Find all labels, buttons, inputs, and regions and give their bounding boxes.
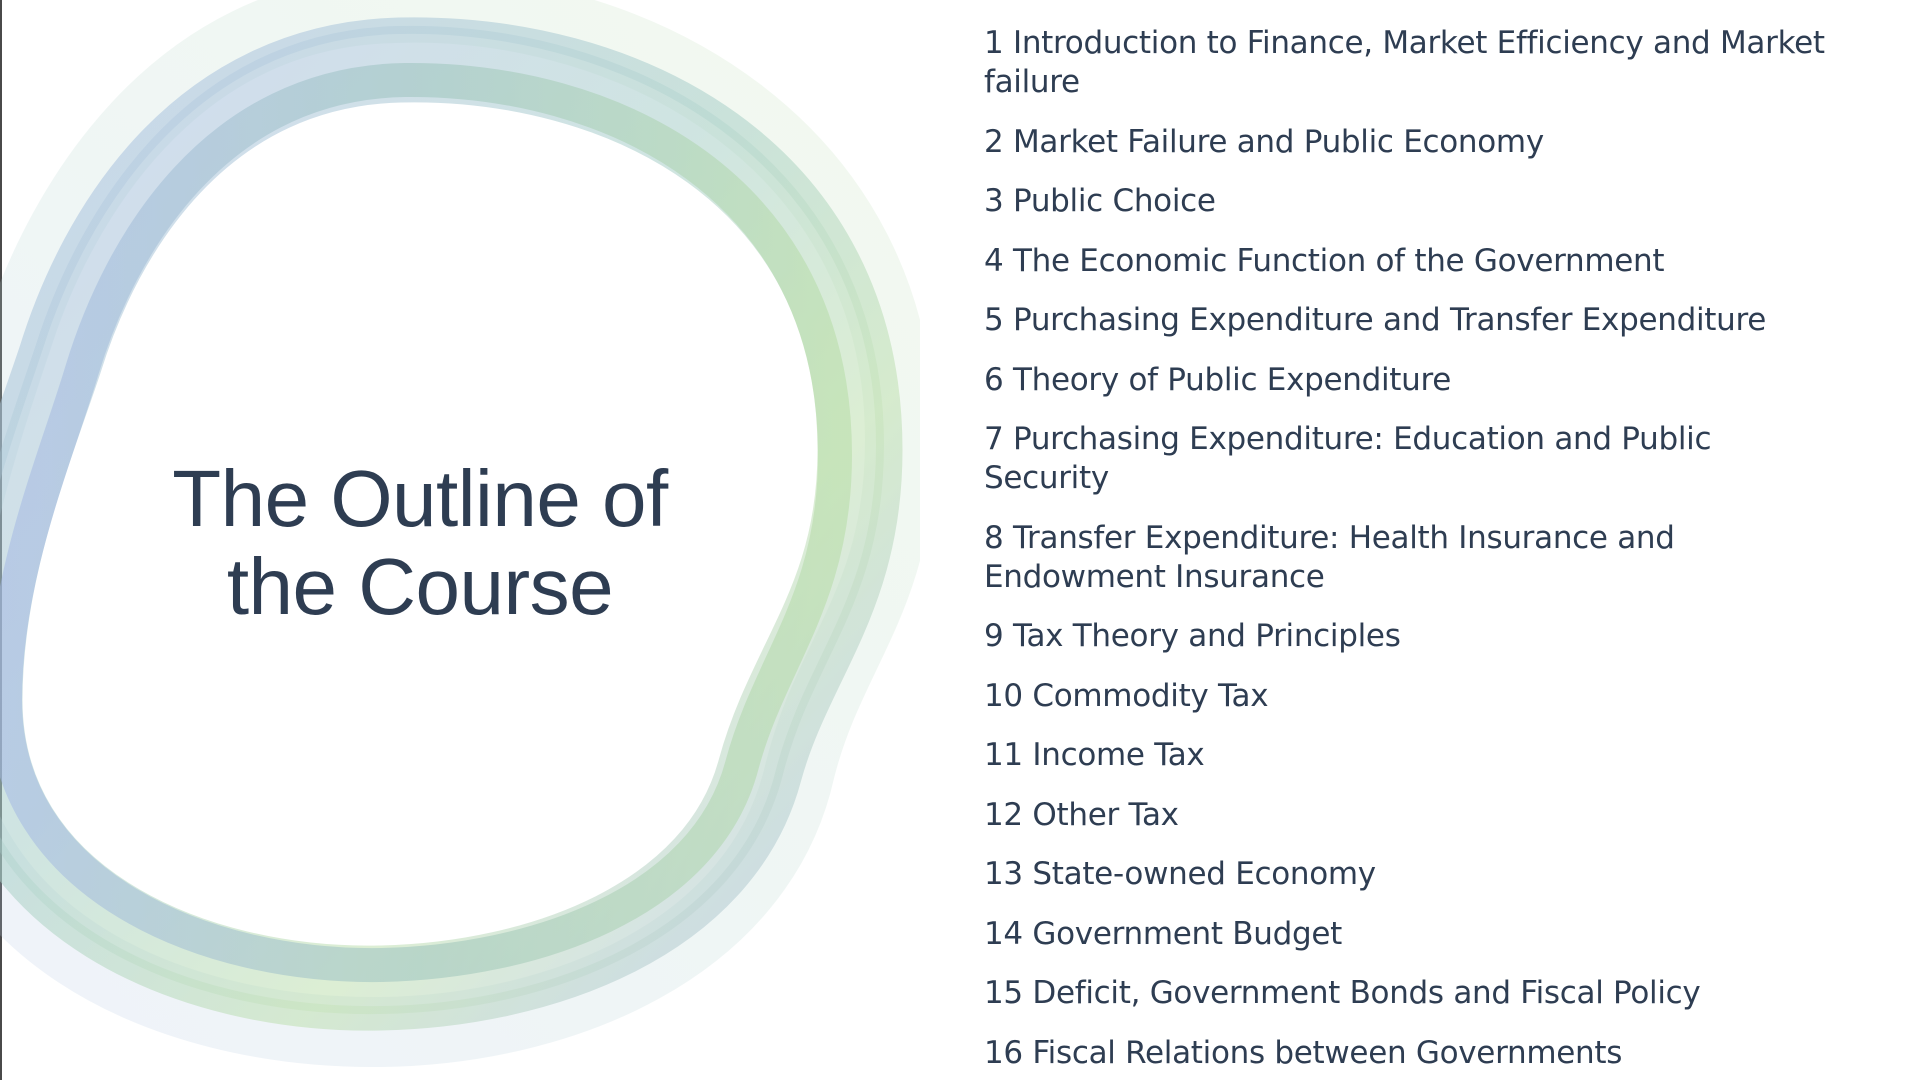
course-outline-list: 1 Introduction to Finance, Market Effici… — [984, 24, 1834, 1080]
list-item: 11 Income Tax — [984, 737, 1205, 773]
list-item: 2 Market Failure and Public Economy — [984, 123, 1544, 160]
list-item: 16 Fiscal Relations between Governments — [984, 1034, 1623, 1071]
list-item: 15 Deficit, Government Bonds and Fiscal … — [984, 975, 1701, 1011]
list-item: 3 Public Choice — [984, 183, 1216, 219]
list-item: 12 Other Tax — [984, 796, 1179, 833]
list-item: 6 Theory of Public Expenditure — [984, 361, 1452, 398]
list-item: 1 Introduction to Finance, Market Effici… — [984, 25, 1825, 100]
slide-title: The Outline of the Course — [172, 454, 668, 631]
list-item: 7 Purchasing Expenditure: Education and … — [984, 421, 1712, 496]
list-item: 10 Commodity Tax — [984, 677, 1269, 714]
list-item: 13 State-owned Economy — [984, 856, 1376, 892]
list-item: 8 Transfer Expenditure: Health Insurance… — [984, 519, 1675, 595]
list-item: 14 Government Budget — [984, 915, 1342, 952]
decorative-ring-graphic — [0, 0, 920, 1068]
list-item: 4 The Economic Function of the Governmen… — [984, 242, 1665, 279]
list-item: 5 Purchasing Expenditure and Transfer Ex… — [984, 302, 1767, 338]
list-item: 9 Tax Theory and Principles — [984, 618, 1401, 654]
